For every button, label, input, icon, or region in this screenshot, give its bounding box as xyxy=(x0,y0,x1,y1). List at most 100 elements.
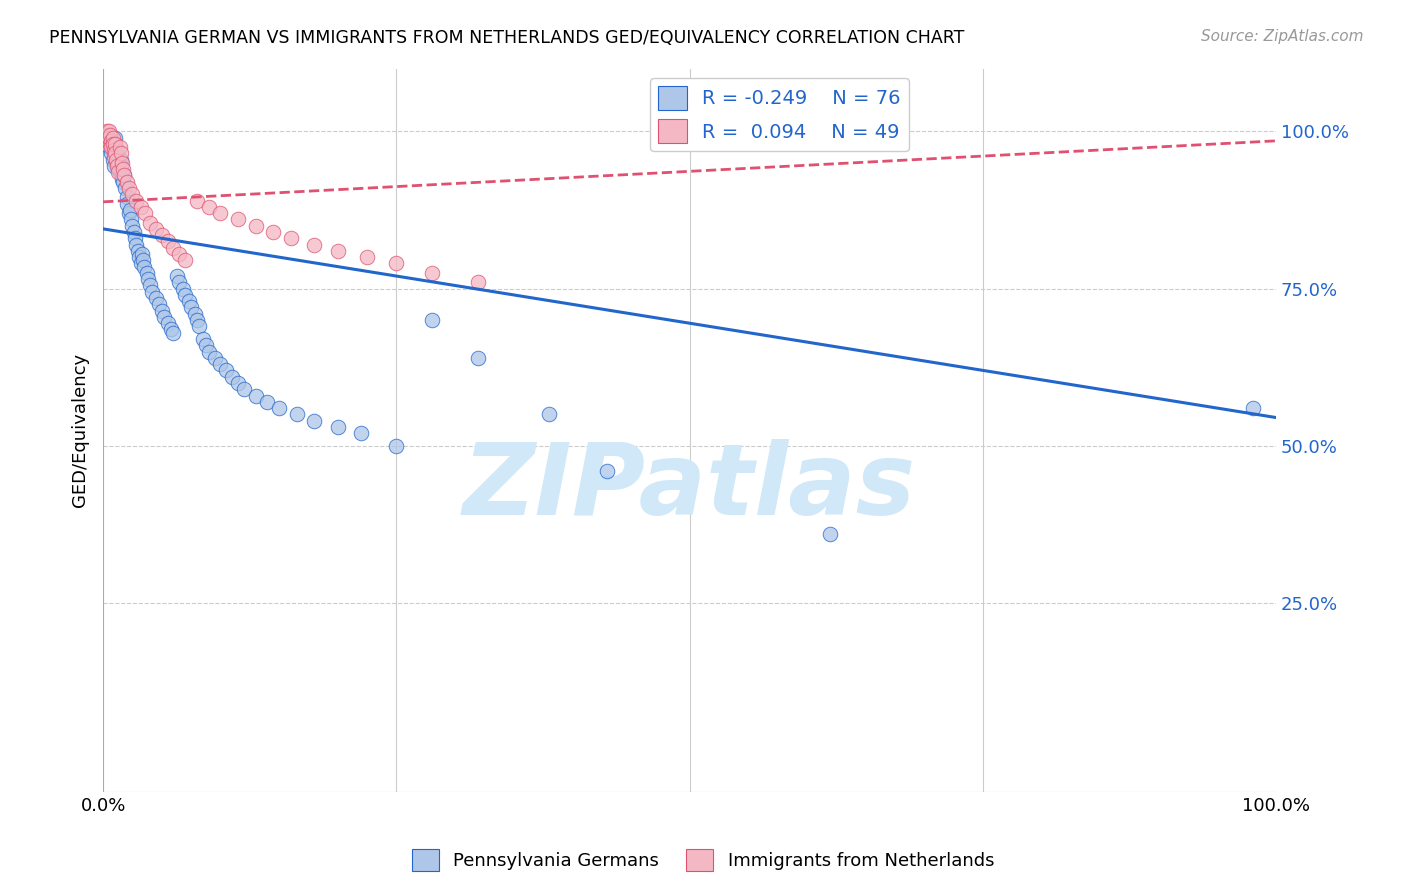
Point xyxy=(104,130,127,145)
Point xyxy=(183,307,205,321)
Text: Source: ZipAtlas.com: Source: ZipAtlas.com xyxy=(1201,29,1364,44)
Point xyxy=(467,276,489,290)
Point xyxy=(127,244,149,258)
Point xyxy=(209,357,232,371)
Point xyxy=(131,247,153,261)
Point xyxy=(326,244,349,258)
Point xyxy=(232,382,254,396)
Point xyxy=(100,140,122,154)
Point xyxy=(98,140,121,154)
Point xyxy=(385,256,408,270)
Point xyxy=(156,316,179,330)
Point xyxy=(139,278,162,293)
Point xyxy=(103,143,125,157)
Point xyxy=(245,388,267,402)
Point xyxy=(226,212,249,227)
Point xyxy=(98,136,121,151)
Point xyxy=(112,162,135,177)
Legend: Pennsylvania Germans, Immigrants from Netherlands: Pennsylvania Germans, Immigrants from Ne… xyxy=(405,842,1001,879)
Point xyxy=(120,202,142,217)
Point xyxy=(129,256,152,270)
Point xyxy=(385,439,408,453)
Point xyxy=(174,253,197,268)
Point xyxy=(153,310,176,324)
Point xyxy=(172,282,194,296)
Point xyxy=(134,206,156,220)
Point xyxy=(100,146,122,161)
Point xyxy=(356,250,378,264)
Point xyxy=(169,247,191,261)
Point xyxy=(107,165,129,179)
Point xyxy=(125,237,148,252)
Point xyxy=(121,187,143,202)
Point xyxy=(115,196,138,211)
Point xyxy=(188,319,211,334)
Point xyxy=(98,130,121,145)
Point xyxy=(111,165,134,179)
Point xyxy=(537,408,560,422)
Point xyxy=(280,231,302,245)
Point xyxy=(134,260,156,274)
Point xyxy=(105,150,128,164)
Point xyxy=(166,268,188,283)
Point xyxy=(302,414,325,428)
Point xyxy=(118,206,141,220)
Point xyxy=(100,134,122,148)
Point xyxy=(285,408,308,422)
Point xyxy=(302,237,325,252)
Point xyxy=(215,363,238,377)
Point xyxy=(191,332,214,346)
Point xyxy=(105,143,128,157)
Point xyxy=(110,146,132,161)
Point xyxy=(104,146,127,161)
Point xyxy=(141,285,163,299)
Point xyxy=(204,351,226,365)
Point xyxy=(820,527,842,541)
Point xyxy=(110,153,132,167)
Point xyxy=(115,175,138,189)
Point xyxy=(148,297,170,311)
Y-axis label: GED/Equivalency: GED/Equivalency xyxy=(72,353,89,508)
Point xyxy=(118,181,141,195)
Point xyxy=(103,159,125,173)
Point xyxy=(262,225,284,239)
Point xyxy=(125,194,148,208)
Point xyxy=(162,326,184,340)
Point xyxy=(112,169,135,183)
Point xyxy=(145,222,167,236)
Point xyxy=(104,136,127,151)
Point xyxy=(180,301,202,315)
Point xyxy=(420,266,443,280)
Text: PENNSYLVANIA GERMAN VS IMMIGRANTS FROM NETHERLANDS GED/EQUIVALENCY CORRELATION C: PENNSYLVANIA GERMAN VS IMMIGRANTS FROM N… xyxy=(49,29,965,46)
Point xyxy=(256,394,278,409)
Point xyxy=(467,351,489,365)
Point xyxy=(112,169,135,183)
Point xyxy=(135,266,157,280)
Point xyxy=(195,338,218,352)
Point xyxy=(326,420,349,434)
Point xyxy=(98,124,121,138)
Point xyxy=(132,253,155,268)
Point xyxy=(128,250,150,264)
Point xyxy=(420,313,443,327)
Point xyxy=(112,175,135,189)
Point xyxy=(197,344,219,359)
Point xyxy=(177,294,200,309)
Point xyxy=(101,130,124,145)
Point xyxy=(103,150,125,164)
Point xyxy=(98,128,121,142)
Point xyxy=(111,156,134,170)
Point xyxy=(169,276,191,290)
Point xyxy=(226,376,249,390)
Point xyxy=(245,219,267,233)
Point xyxy=(1241,401,1264,416)
Text: ZIPatlas: ZIPatlas xyxy=(463,440,917,536)
Point xyxy=(186,313,208,327)
Point xyxy=(122,225,145,239)
Legend: R = -0.249    N = 76, R =  0.094    N = 49: R = -0.249 N = 76, R = 0.094 N = 49 xyxy=(650,78,908,151)
Point xyxy=(105,153,128,167)
Point xyxy=(162,241,184,255)
Point xyxy=(160,322,183,336)
Point xyxy=(174,288,197,302)
Point xyxy=(150,228,173,243)
